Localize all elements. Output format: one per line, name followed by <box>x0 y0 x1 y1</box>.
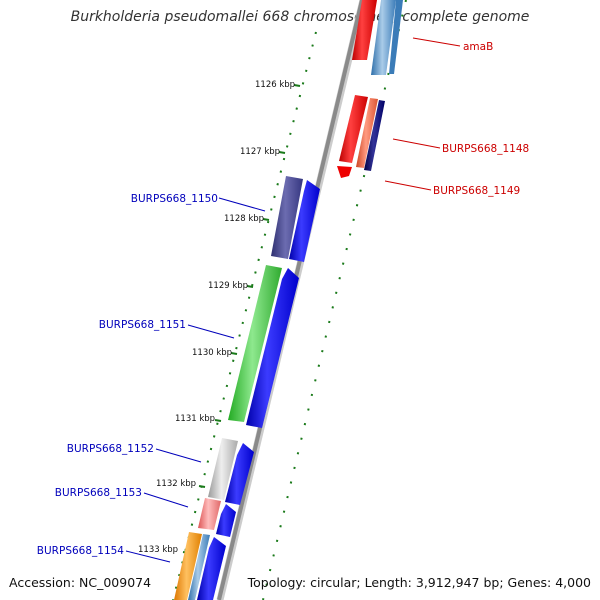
gene-burps668-1153-ortholog <box>198 498 221 530</box>
gene-burps668-1148-ortholog <box>356 98 378 168</box>
gene-label-burps668-1149: BURPS668_1149 <box>433 185 520 197</box>
callout-line-burps668-1150 <box>218 197 266 212</box>
tick-mark <box>278 151 286 154</box>
figure-title: Burkholderia pseudomallei 668 chromosome… <box>70 9 530 25</box>
gene-burps668-1152-ortholog <box>208 438 238 500</box>
genome-summary-text: Topology: circular; Length: 3,912,947 bp… <box>247 575 591 590</box>
tick-label-1126: 1126 kbp <box>255 80 295 90</box>
gene-burps668-1151-arrow <box>246 268 299 428</box>
callout-line-burps668-1153 <box>143 492 189 508</box>
gene-label-burps668-1153: BURPS668_1153 <box>55 487 142 499</box>
callout-line-burps668-1149 <box>384 180 432 191</box>
gene-amaB-extension <box>389 0 403 74</box>
tick-label-1129: 1129 kbp <box>208 281 248 291</box>
gene-burps668-1152-arrow <box>225 443 254 505</box>
tick-label-1131: 1131 kbp <box>175 414 215 424</box>
callout-line-burps668-1154 <box>125 550 171 563</box>
tick-mark <box>214 419 222 422</box>
gene-label-burps668-1150: BURPS668_1150 <box>131 193 218 205</box>
gene-label-burps668-1152: BURPS668_1152 <box>67 443 154 455</box>
gene-burps668-1150-arrow <box>289 180 320 262</box>
tick-mark <box>198 485 206 488</box>
tick-label-1128: 1128 kbp <box>224 214 264 224</box>
tick-mark <box>262 218 270 221</box>
gene-burps668-1148-arrowhead <box>337 166 352 178</box>
gene-burps668-1148-arrow <box>339 95 368 163</box>
gene-burps668-1151-ortholog <box>228 265 282 422</box>
callout-line-amaB <box>412 37 461 47</box>
gene-burps668-1154-ortholog <box>174 532 202 600</box>
callout-line-burps668-1151 <box>187 324 235 339</box>
gene-callouts <box>125 37 461 563</box>
tick-label-1127: 1127 kbp <box>240 147 280 157</box>
gene-burps668-1153-arrow <box>216 504 236 537</box>
tick-label-1133: 1133 kbp <box>138 545 178 555</box>
gene-label-burps668-1154: BURPS668_1154 <box>37 545 125 557</box>
tick-mark <box>230 352 238 355</box>
accession-text: Accession: NC_009074 <box>9 575 152 590</box>
gene-burps668-1149-arrow <box>364 100 385 171</box>
gene-burps668-1154-arrow <box>197 537 226 600</box>
gene-label-amaB: amaB <box>463 41 493 53</box>
tick-label-1132: 1132 kbp <box>156 479 196 489</box>
gene-burps668-1154-ortholog-2 <box>188 534 210 600</box>
tick-label-1130: 1130 kbp <box>192 348 232 358</box>
gene-burps668-1150-ortholog <box>271 176 303 259</box>
tick-mark <box>293 84 301 87</box>
kbp-scale-ring <box>172 31 317 600</box>
callout-line-burps668-1152 <box>155 448 202 463</box>
gene-amaB-arrow <box>352 0 377 60</box>
kbp-tick-marks <box>182 84 301 554</box>
gene-amaB-ortholog <box>371 0 396 75</box>
gene-label-burps668-1148: BURPS668_1148 <box>442 143 529 155</box>
tick-mark <box>246 285 254 288</box>
gene-label-burps668-1151: BURPS668_1151 <box>99 319 186 331</box>
callout-line-burps668-1148 <box>392 138 441 149</box>
